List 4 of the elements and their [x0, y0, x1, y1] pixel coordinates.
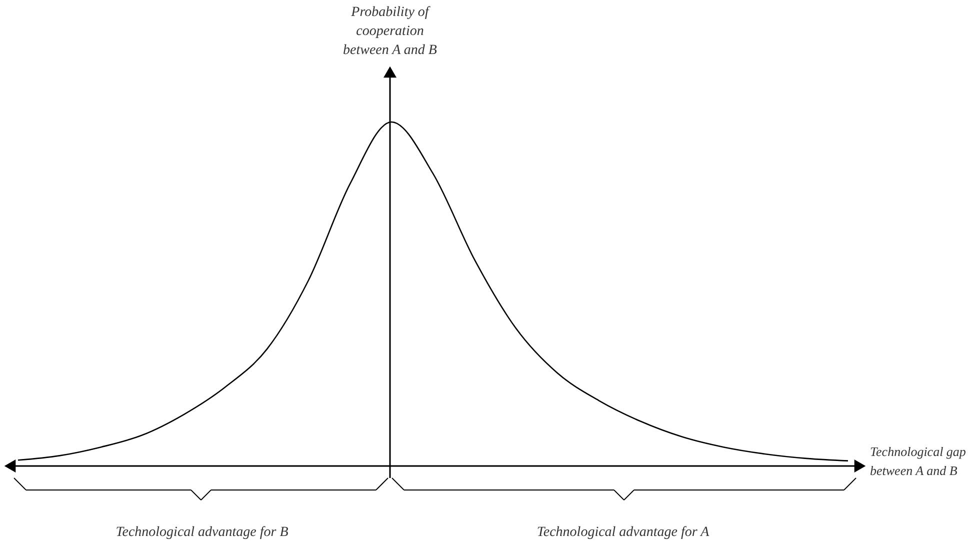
- text: Technological advantage for A: [536, 525, 710, 540]
- x-axis-title: Technological gap between A and B: [870, 444, 966, 478]
- y-axis-title: Probability of cooperation between A and B: [343, 5, 438, 58]
- text: Technological advantage for B: [116, 525, 289, 540]
